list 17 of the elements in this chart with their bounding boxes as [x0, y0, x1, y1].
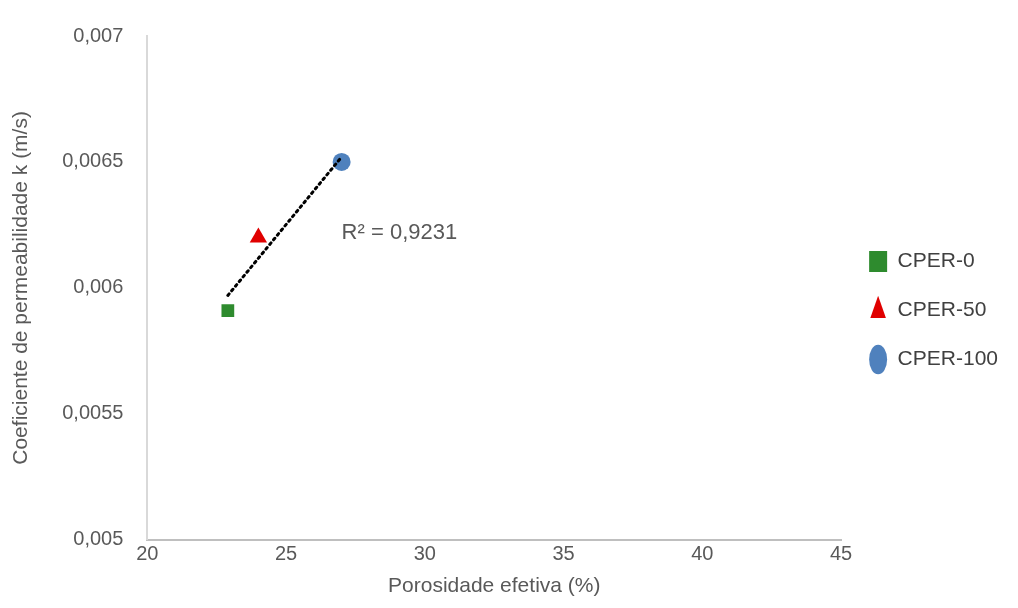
- y-tick-label: 0,006: [73, 275, 124, 298]
- y-tick-label: 0,0055: [62, 401, 124, 424]
- y-tick-label: 0,005: [73, 527, 124, 550]
- x-tick-label: 30: [413, 542, 436, 565]
- legend-label: CPER-100: [897, 346, 999, 370]
- x-tick-label: 25: [275, 542, 298, 565]
- x-tick-label: 20: [136, 542, 159, 565]
- y-tick-label: 0,007: [73, 23, 124, 46]
- x-axis-title: Porosidade efetiva (%): [388, 573, 601, 597]
- legend-label: CPER-50: [897, 297, 987, 321]
- y-axis-title: Coeficiente de permeabilidade k (m/s): [8, 111, 32, 465]
- x-tick-label: 35: [552, 542, 575, 565]
- x-tick-label: 45: [830, 542, 853, 565]
- annotation: R² = 0,9231: [341, 218, 458, 244]
- y-tick-label: 0,0065: [62, 149, 124, 172]
- legend-label: CPER-0: [897, 248, 975, 272]
- x-tick-label: 40: [691, 542, 714, 565]
